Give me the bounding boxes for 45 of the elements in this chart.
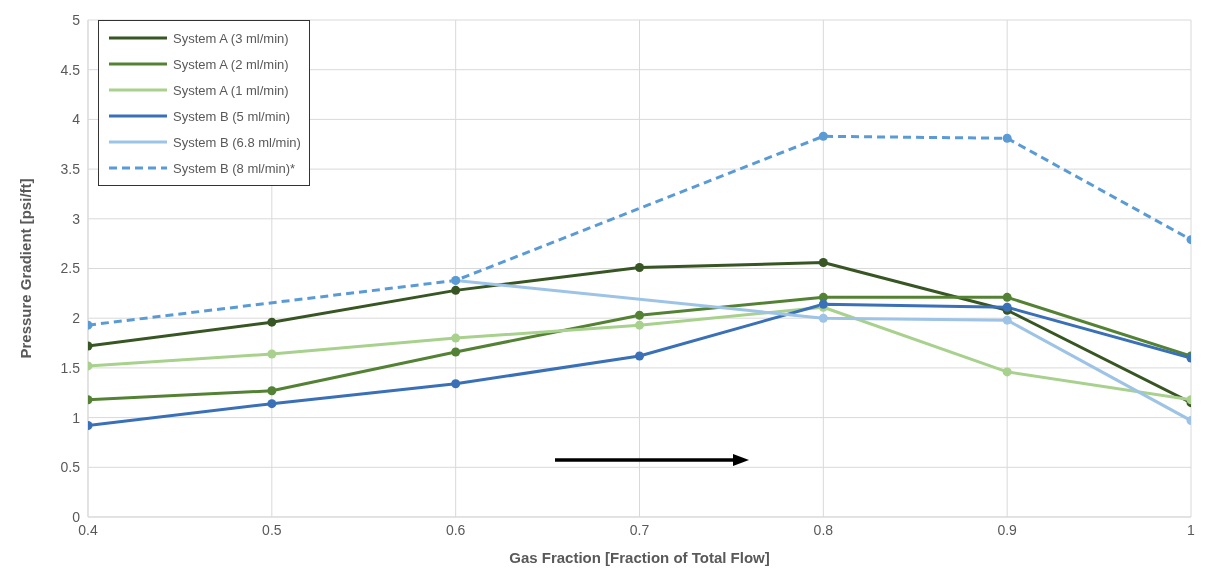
legend-label: System B (6.8 ml/min)	[173, 134, 301, 150]
legend-label: System A (1 ml/min)	[173, 82, 289, 98]
point	[267, 399, 277, 409]
y-tick-label: 1.5	[60, 359, 81, 376]
point	[818, 131, 828, 141]
y-tick-label: 3	[72, 210, 81, 227]
point	[1002, 315, 1012, 325]
x-tick-label: 0.8	[813, 521, 834, 538]
point	[1002, 367, 1012, 377]
x-tick-label: 0.4	[78, 521, 98, 538]
legend-label: System A (2 ml/min)	[173, 56, 289, 72]
legend-label: System B (8 ml/min)*	[173, 160, 296, 176]
x-axis-title: Gas Fraction [Fraction of Total Flow]	[509, 549, 770, 566]
point	[818, 258, 828, 268]
x-tick-label: 0.6	[445, 521, 466, 538]
point	[451, 379, 461, 389]
legend-label: System A (3 ml/min)	[173, 30, 289, 46]
y-tick-label: 0	[72, 508, 81, 525]
point	[635, 320, 644, 330]
y-tick-label: 2	[72, 310, 81, 327]
point	[635, 351, 644, 361]
x-tick-label: 0.5	[262, 521, 282, 538]
point	[451, 347, 461, 357]
y-tick-label: 1	[72, 409, 81, 426]
x-tick-label: 1	[1187, 521, 1196, 538]
y-tick-label: 4	[72, 111, 81, 128]
point	[267, 386, 277, 396]
point	[635, 263, 644, 273]
point	[1002, 292, 1012, 302]
point	[1002, 133, 1012, 143]
point	[451, 333, 461, 343]
x-tick-label: 0.7	[629, 521, 650, 538]
point	[451, 285, 461, 295]
point	[267, 349, 277, 359]
point	[818, 313, 828, 323]
point	[267, 317, 277, 327]
legend-label: System B (5 ml/min)	[173, 108, 291, 124]
y-tick-label: 3.5	[60, 161, 81, 178]
point	[635, 310, 644, 320]
y-axis-title: Pressure Gradient [psi/ft]	[17, 178, 35, 359]
y-tick-label: 4.5	[60, 61, 81, 78]
y-tick-label: 2.5	[60, 260, 81, 277]
y-tick-label: 0.5	[60, 459, 81, 476]
y-tick-label: 5	[72, 11, 81, 28]
x-tick-label: 0.9	[997, 521, 1018, 538]
